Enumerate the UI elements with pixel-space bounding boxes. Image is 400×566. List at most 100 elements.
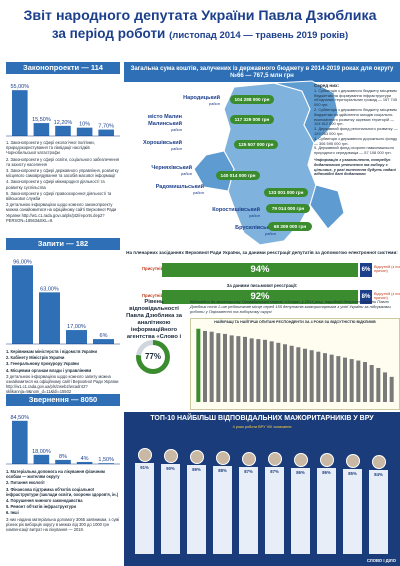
list-item: 4. Місцевим органам влади і управлінням	[6, 367, 92, 373]
chart-value-label: 12,20%	[54, 120, 73, 126]
list-item: 3. Державний фонд регіонального розвитку…	[314, 126, 398, 136]
top10-deputy: 91%	[135, 448, 154, 554]
absent-label: Відсутній (з поважних причин)	[374, 292, 400, 301]
chart-value-label: 86%	[322, 470, 331, 475]
deputy-photo	[319, 453, 334, 467]
requests-title: Запити — 182	[6, 238, 120, 250]
chart-value-label: 18,00%	[32, 449, 51, 455]
bar-chart-svg: 84,50% 18,00% 8% 4% 1,50%	[6, 415, 120, 465]
slovo-i-dilo-logo: СЛОВО І ДІЛО	[366, 558, 396, 563]
chart-bar	[243, 336, 247, 402]
chart-bar	[383, 372, 387, 402]
deputy-photo	[215, 451, 230, 465]
absent-percent: 8%	[360, 290, 372, 304]
district-label: Малинський район	[148, 121, 182, 132]
chart-bar	[291, 468, 310, 554]
list-item: 5. Законопроекти у сфері правоохоронної …	[6, 190, 112, 202]
top10-deputy: 86%	[317, 453, 336, 554]
chart-bar	[316, 351, 321, 402]
budget-banner: Загальна сума коштів, залучених із держа…	[124, 62, 400, 82]
top10-deputy: 87%	[265, 452, 284, 554]
chart-value-label: 85%	[348, 471, 357, 476]
chart-bar	[265, 467, 284, 554]
district-label: Черняхівський район	[151, 165, 192, 176]
district-label: Народицький район	[183, 95, 220, 106]
chart-bar	[236, 336, 241, 402]
chart-bar	[12, 90, 28, 136]
present-percent: 92%	[250, 291, 270, 302]
chart-bar	[55, 125, 71, 136]
chart-bar	[343, 469, 362, 554]
deputy-photo	[241, 452, 256, 466]
chart-bar	[33, 123, 50, 136]
top10-deputy: 84%	[369, 455, 388, 554]
present-percent: 94%	[250, 264, 270, 275]
chart-bar	[135, 463, 154, 554]
chart-bar	[93, 339, 114, 344]
attendance-electronic: Присутній 94% 6% Відсутній (з поважних п…	[124, 262, 400, 278]
top10-deputy: 88%	[213, 451, 232, 554]
chart-bar	[216, 333, 221, 402]
bar-chart-svg: 55,00% 15,50% 12,20% 10% 7,70%	[6, 84, 120, 137]
attendance-written: Присутній 92% 8% Відсутній (з поважних п…	[124, 289, 400, 305]
chart-value-label: 8%	[59, 454, 67, 460]
chart-bar	[39, 292, 60, 344]
region-north	[273, 80, 339, 144]
district-sum-badge: 133 001 000 грн	[264, 188, 308, 197]
district-label: Коростишівський район	[212, 207, 260, 218]
chart-bar	[389, 376, 394, 402]
district-sum-badge: 140 014 000 грн	[216, 171, 260, 180]
appeals-chart: 84,50% 18,00% 8% 4% 1,50%	[6, 408, 120, 466]
report-subtitle: за період роботи (листопад 2014 — травен…	[0, 25, 400, 44]
chart-bar	[161, 464, 180, 554]
chart-bar	[276, 342, 281, 402]
top10-row: 91% 90% 89% 88% 87% 87% 86% 86% 85% 84%	[132, 434, 392, 554]
list-item: 5. Ремонт об'єктів інфраструктури	[6, 504, 76, 510]
list-item: 1. Субвенція з державного бюджету місцев…	[314, 87, 398, 108]
rating-chart: НАЙКРАЩІ ТА НАЙГІРШІ ОПИТАНІ РЕСПОНДЕНТИ…	[190, 318, 400, 410]
list-item: 4. Субвенція з державного дорожнього фон…	[314, 135, 398, 146]
list-item: 2. Законопроекти у сфері освіти, соціаль…	[6, 156, 119, 167]
report-title: Звіт народного депутата України Павла Дз…	[23, 8, 377, 24]
chart-bar	[256, 339, 261, 402]
budget-footnote: *Інформація з узагальнення, потребує дод…	[314, 156, 396, 177]
chart-value-label: 96,00%	[13, 259, 32, 265]
chart-bar	[317, 468, 336, 554]
chart-value-label: 88%	[218, 468, 227, 473]
chart-bar	[349, 359, 354, 402]
list-item: 3. Фінансова підтримка об'єктів соціальн…	[6, 486, 119, 497]
region-west	[193, 150, 235, 192]
chart-bar	[356, 360, 361, 402]
chart-bar	[329, 354, 334, 402]
present-label: Присутній	[142, 293, 164, 298]
bar-chart-svg: 96,00% 63,00% 17,00% 6%	[6, 259, 120, 345]
chart-value-label: 4%	[81, 456, 89, 462]
chart-value-label: 89%	[192, 467, 201, 472]
deputy-photo	[345, 454, 360, 468]
rating-chart-title: НАЙКРАЩІ ТА НАЙГІРШІ ОПИТАНІ РЕСПОНДЕНТИ…	[214, 320, 376, 324]
present-bar: 94%	[162, 263, 358, 277]
report-period: (листопад 2014 — травень 2019 років)	[169, 30, 349, 41]
report-header: Звіт народного депутата України Павла Дз…	[0, 0, 400, 60]
chart-bar	[66, 330, 87, 344]
chart-value-label: 17,00%	[67, 324, 86, 330]
bills-note: З детальною інформацією щодо кожного зак…	[6, 202, 117, 223]
requests-chart: 96,00% 63,00% 17,00% 6%	[6, 252, 120, 346]
district-label: Хорошівський район	[143, 140, 182, 151]
rating-intro: Відповідно до моніторингу Громадянської …	[190, 299, 391, 314]
list-item: 6. Інші	[6, 510, 19, 516]
absent-label: Відсутній (з поважних причин)	[374, 265, 400, 274]
chart-bar	[223, 333, 227, 402]
chart-bar	[323, 353, 327, 402]
requests-list: 1. Керівникам міністерств і відомств Укр…	[6, 349, 120, 396]
top10-deputy: 86%	[291, 453, 310, 554]
list-item: 3. Генеральному прокурору України	[6, 361, 79, 367]
chart-value-label: 55,00%	[10, 84, 29, 90]
chart-bar	[213, 466, 232, 554]
chart-bar	[203, 330, 207, 402]
rating-percent: 77%	[141, 345, 165, 369]
top10-deputy: 90%	[161, 449, 180, 554]
top10-deputy: 89%	[187, 450, 206, 554]
district-sum-badge: 104 288 000 грн	[230, 95, 274, 104]
